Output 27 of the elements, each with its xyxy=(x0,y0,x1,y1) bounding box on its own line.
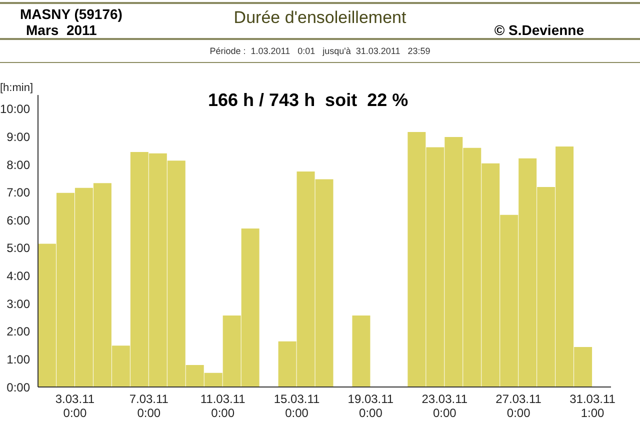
y-tick-label: 1:00 xyxy=(6,352,30,366)
y-tick-label: 10:00 xyxy=(0,102,30,116)
bar xyxy=(352,316,370,387)
text: MASNY (59176) xyxy=(20,6,122,22)
x-tick-label: 31.03.11 1:00 xyxy=(570,392,616,420)
y-tick-label: 2:00 xyxy=(6,324,30,339)
x-tick-label: 15.03.11 0:00 xyxy=(274,392,320,420)
x-tick-label: 7.03.11 0:00 xyxy=(129,392,169,420)
y-tick-label: 0:00 xyxy=(6,380,30,394)
y-tick-label: 9:00 xyxy=(6,130,30,144)
y-tick-label: 5:00 xyxy=(6,241,30,256)
y-tick-label: 4:00 xyxy=(6,269,30,284)
chart-title: Durée d'ensoleillement xyxy=(234,8,406,27)
y-tick-label: 3:00 xyxy=(6,296,30,311)
y-tick-label: 6:00 xyxy=(6,213,30,228)
x-tick-label: 3.03.11 0:00 xyxy=(55,392,95,420)
text: Mars 2011 xyxy=(26,22,97,38)
x-tick-label: 27.03.11 0:00 xyxy=(496,392,542,420)
chart-subtitle: Période : 1.03.2011 0:01 jusqu'à 31.03.2011 23:59 xyxy=(208,46,432,56)
text: © S.Devienne xyxy=(494,22,584,38)
x-tick-label: 23.03.11 0:00 xyxy=(422,392,468,420)
annotation: 166 h / 743 h soit 22 % xyxy=(208,90,408,111)
y-axis-title: [h:min] xyxy=(0,82,34,94)
x-tick-label: 11.03.11 0:00 xyxy=(200,392,246,420)
y-tick-label: 8:00 xyxy=(6,158,30,172)
x-tick-label: 19.03.11 0:00 xyxy=(348,392,394,420)
y-tick-label: 7:00 xyxy=(6,186,30,200)
